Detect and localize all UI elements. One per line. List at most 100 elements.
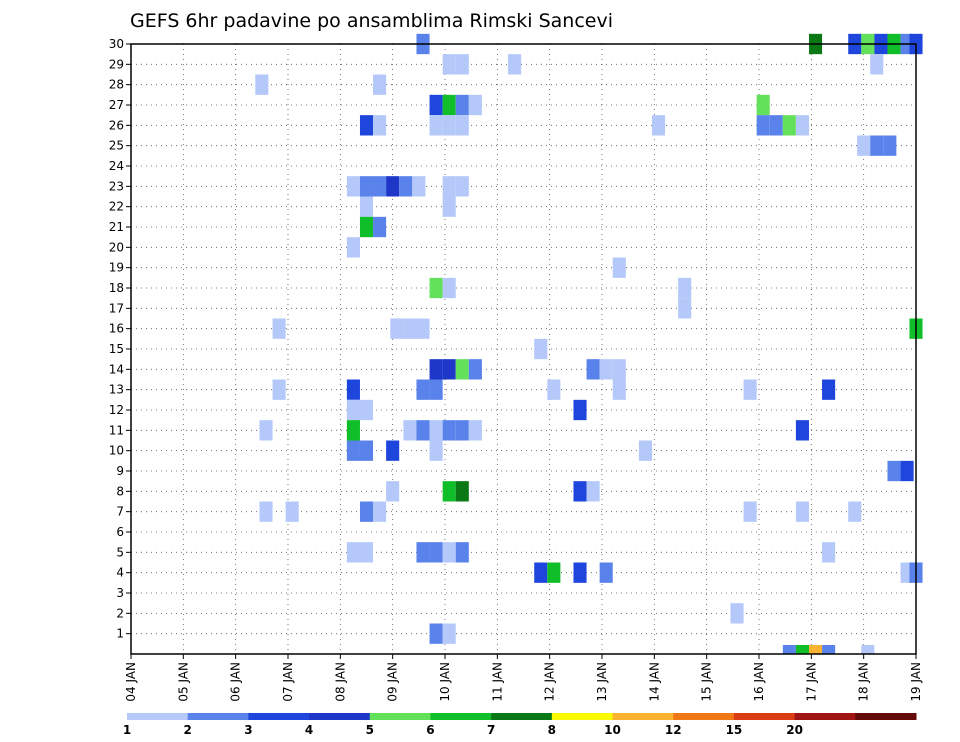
- colorbar-tick-label: 20: [786, 723, 803, 737]
- colorbar-swatch: [369, 713, 431, 720]
- precip-cell: [870, 54, 884, 75]
- precip-cell: [429, 277, 443, 299]
- precip-cell: [455, 94, 469, 116]
- precip-cell: [900, 460, 914, 482]
- colorbar-tick-label: 8: [548, 723, 556, 737]
- precip-cell: [822, 645, 836, 654]
- precip-cell: [534, 562, 548, 583]
- precip-cell: [651, 115, 666, 136]
- precip-cell: [573, 562, 587, 583]
- precip-cell: [442, 542, 456, 563]
- x-tick-label: 16 JAN: [752, 662, 766, 702]
- colorbar-swatch: [430, 713, 492, 720]
- precip-cell: [442, 420, 456, 441]
- precip-cell: [346, 420, 360, 441]
- data-cells: [255, 33, 923, 654]
- precip-cell: [373, 176, 387, 197]
- precip-cell: [346, 237, 360, 258]
- precip-cell: [861, 645, 875, 654]
- y-tick-label: 7: [116, 505, 124, 519]
- precip-cell: [743, 501, 757, 522]
- precip-cell: [399, 176, 413, 197]
- y-tick-label: 19: [109, 261, 124, 275]
- precip-cell: [346, 440, 360, 461]
- precip-cell: [416, 542, 430, 563]
- precip-cell: [403, 420, 417, 441]
- precip-cell: [373, 216, 387, 238]
- precip-cell: [272, 379, 286, 400]
- colorbar-tick-label: 6: [426, 723, 434, 737]
- colorbar-tick-label: 12: [665, 723, 682, 737]
- colorbar-swatch: [309, 713, 371, 720]
- x-tick-label: 14 JAN: [647, 662, 661, 702]
- colorbar-swatch: [733, 713, 796, 720]
- precip-cell: [678, 277, 692, 299]
- colorbar-swatch: [491, 713, 553, 720]
- y-tick-label: 10: [109, 444, 124, 458]
- precip-cell: [386, 481, 400, 502]
- precip-cell: [756, 115, 770, 136]
- y-tick-label: 24: [109, 159, 124, 173]
- precip-cell: [442, 481, 456, 502]
- colorbar-swatch: [187, 713, 249, 720]
- precip-cell: [599, 562, 613, 583]
- precip-cell: [795, 645, 809, 654]
- precip-cell: [455, 420, 469, 441]
- y-tick-label: 15: [109, 342, 124, 356]
- precip-cell: [442, 94, 456, 116]
- precip-cell: [857, 135, 871, 156]
- x-tick-label: 19 JAN: [909, 662, 923, 702]
- y-tick-label: 11: [109, 423, 124, 437]
- colorbar-tick-label: 2: [184, 723, 192, 737]
- precip-cell: [442, 176, 456, 197]
- colorbar-tick-label: 7: [487, 723, 495, 737]
- precip-cell: [416, 420, 430, 441]
- precip-cell: [429, 379, 443, 400]
- precip-cell: [455, 359, 469, 380]
- precip-cell: [442, 115, 456, 136]
- y-tick-label: 3: [116, 586, 124, 600]
- precip-cell: [386, 176, 400, 197]
- chart-title: GEFS 6hr padavine po ansamblima Rimski S…: [130, 10, 613, 32]
- precip-cell: [468, 94, 482, 116]
- x-tick-label: 12 JAN: [543, 662, 557, 702]
- precip-cell: [573, 481, 587, 502]
- x-tick-label: 05 JAN: [176, 662, 190, 702]
- precip-cell: [359, 115, 374, 136]
- precip-cell: [429, 420, 443, 441]
- precip-cell: [534, 338, 548, 360]
- y-tick-label: 8: [116, 484, 124, 498]
- colorbar-swatch: [551, 713, 614, 720]
- precip-cell: [455, 542, 469, 563]
- precip-cell: [373, 501, 387, 522]
- precip-cell: [455, 481, 469, 502]
- x-tick-label: 04 JAN: [124, 662, 138, 702]
- y-tick-label: 23: [109, 179, 124, 193]
- y-tick-label: 27: [109, 98, 124, 112]
- precip-cell: [346, 399, 360, 421]
- precip-cell: [468, 359, 482, 380]
- precip-cell: [429, 115, 443, 136]
- y-tick-label: 9: [116, 464, 124, 478]
- x-axis-ticks: 04 JAN 05 JAN 06 JAN 07 JAN 08 JAN 09 JAN 10 J…: [124, 654, 923, 702]
- precip-cell: [429, 440, 443, 461]
- x-tick-label: 17 JAN: [804, 662, 818, 702]
- x-tick-label: 10 JAN: [438, 662, 452, 702]
- precip-cell: [259, 420, 273, 441]
- y-tick-label: 18: [109, 281, 124, 295]
- precip-cell: [359, 501, 374, 522]
- precip-cell: [822, 542, 836, 563]
- y-tick-label: 20: [109, 240, 124, 254]
- precip-cell: [373, 74, 387, 95]
- x-tick-label: 06 JAN: [229, 662, 243, 702]
- precip-cell: [883, 135, 897, 156]
- x-tick-label: 13 JAN: [595, 662, 609, 702]
- precip-cell: [638, 440, 652, 461]
- precip-cell: [416, 318, 430, 339]
- precip-cell: [429, 623, 443, 644]
- colorbar-tick-label: 15: [726, 723, 743, 737]
- precip-cell: [612, 257, 626, 278]
- y-tick-label: 5: [116, 545, 124, 559]
- precip-cell: [359, 399, 374, 421]
